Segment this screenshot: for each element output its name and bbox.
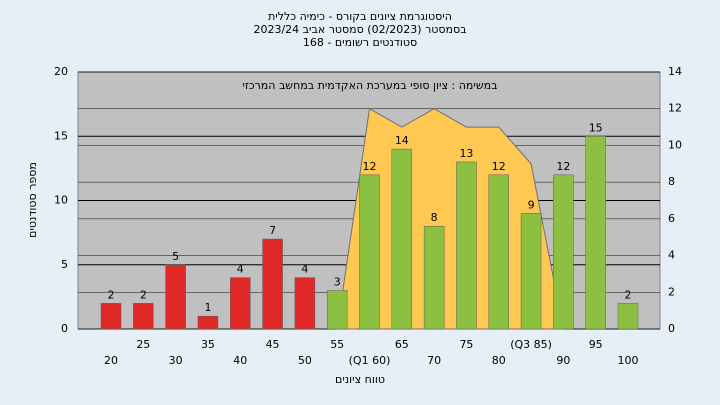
bar [262,238,283,330]
x-tick-label: 80 [492,354,506,367]
bar [359,174,380,330]
y-axis-label: מספר סטודנטים [26,162,39,238]
x-tick-label: 20 [104,354,118,367]
x-tick-label: 30 [169,354,183,367]
annotation: במשימה : ציון סופי במערכת האקדמית במחשב … [243,79,498,92]
bar [553,174,574,330]
x-tick-label: 95 [589,338,603,351]
bar [520,213,542,330]
x-tick-label: 55 [330,338,344,351]
chart-subtitle: בסמסטר (02/2023) סמסטר אביב 2023/24 [253,23,466,36]
y2-tick-label: 10 [668,138,682,151]
bar [100,303,122,330]
y2-tick-label: 8 [668,175,675,188]
y2-tick-label: 6 [668,212,675,225]
x-tick-label: 45 [266,338,280,351]
bar [456,161,477,330]
value-label: 15 [589,121,603,134]
value-label: 2 [108,288,115,301]
x-tick-label: 100 [618,354,639,367]
y2-tick-label: 12 [668,102,682,115]
bar [165,264,186,330]
x-tick-label: 50 [298,354,312,367]
x-tick-label: (Q1 60) [349,354,391,367]
value-label: 9 [528,198,535,211]
y2-tick-label: 2 [668,285,675,298]
value-label: 1 [204,301,211,314]
chart-title: היסטוגרמת ציונים בקורס - כימיה כללית [268,10,452,23]
y-tick-label: 15 [54,129,68,142]
y-tick-label: 0 [61,322,68,335]
bar [391,148,413,330]
x-tick-label: 90 [556,354,570,367]
value-label: 2 [140,288,147,301]
x-tick-label: 70 [427,354,441,367]
bar [197,315,219,330]
bar [294,277,316,330]
value-label: 14 [395,134,409,147]
value-label: 3 [334,275,341,288]
y2-tick-label: 0 [668,322,675,335]
bar [585,136,606,330]
bar [617,303,639,330]
x-tick-label: 40 [233,354,247,367]
y2-tick-label: 4 [668,249,675,262]
value-label: 7 [269,224,276,237]
y-tick-label: 5 [61,258,68,271]
x-tick-label: 75 [459,338,473,351]
bar [133,303,154,330]
x-tick-label: 25 [136,338,150,351]
value-label: 4 [237,263,244,276]
bar [423,225,445,330]
value-label: 8 [431,211,438,224]
x-tick-label: 35 [201,338,215,351]
y-tick-label: 10 [54,194,68,207]
y-tick-label: 20 [54,65,68,78]
x-axis-label: טווח ציונים [335,373,385,386]
bar [326,290,348,330]
x-tick-label: (Q3 85) [510,338,552,351]
value-label: 13 [459,147,473,160]
value-label: 12 [492,160,506,173]
chart-subtitle: סטודנטים רשומים - 168 [303,36,417,49]
value-label: 4 [301,263,308,276]
value-label: 12 [363,160,377,173]
value-label: 12 [556,160,570,173]
bar [230,277,251,330]
bar [488,174,509,330]
y2-tick-label: 14 [668,65,682,78]
x-tick-label: 65 [395,338,409,351]
value-label: 2 [625,288,632,301]
value-label: 5 [172,250,179,263]
